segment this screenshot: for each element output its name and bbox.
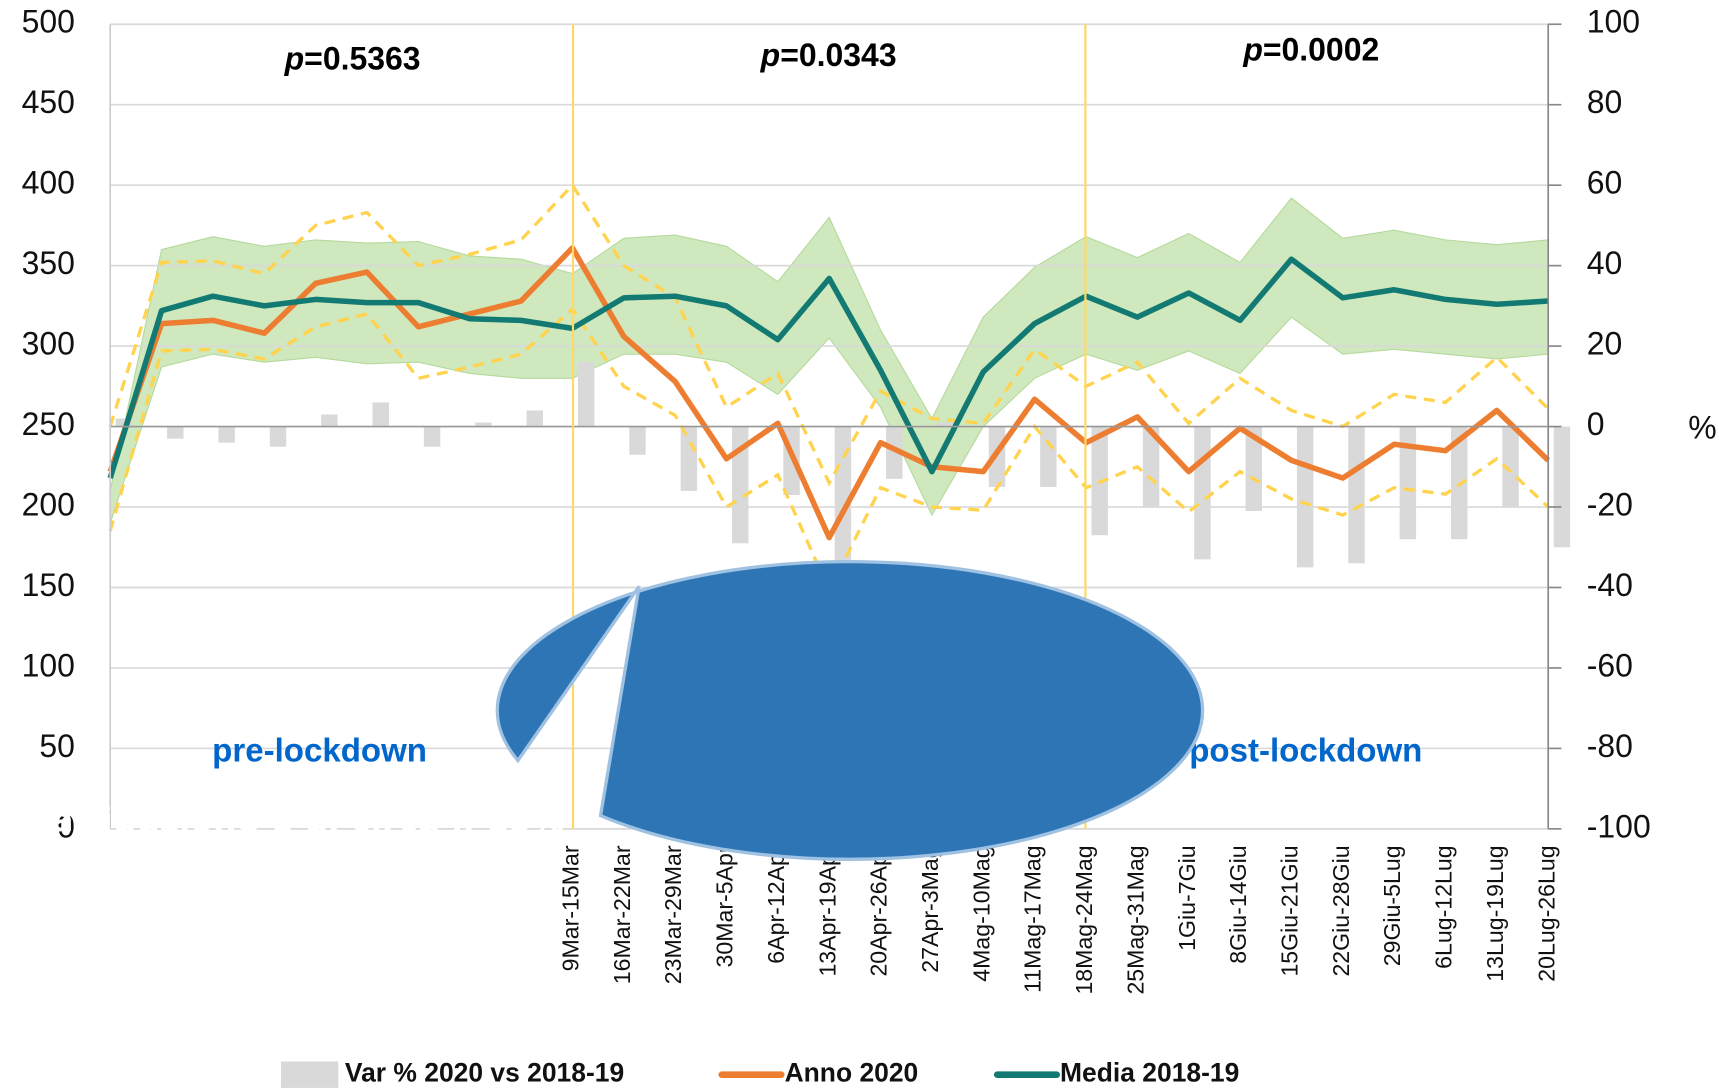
bar — [1142, 426, 1160, 508]
x-tick-label: 25Mag-31Mag — [1122, 845, 1148, 994]
y2-tick-label: -100 — [1587, 808, 1651, 844]
x-tick-label: 20Apr-26Apr — [866, 845, 892, 976]
x-tick-label: 11Mag-17Mag — [1020, 845, 1046, 992]
x-tick-label: 27Apr-3Mag — [917, 845, 943, 972]
y2-tick-label: -20 — [1587, 486, 1633, 522]
callout-bubble — [495, 560, 1205, 861]
bar — [680, 426, 698, 491]
y2-tick-label: 20 — [1587, 326, 1623, 362]
p-value-text: p=0.0002 — [1243, 33, 1380, 69]
legend-swatch — [280, 1061, 339, 1088]
x-tick-label: 20Lug-26Lug — [1533, 845, 1559, 981]
y-tick-label: 100 — [22, 647, 75, 683]
bar — [1502, 426, 1519, 508]
x-tick-label: 22Giu-28Giu — [1328, 845, 1354, 976]
x-tick-label: 8Giu-14Giu — [1225, 845, 1251, 963]
bound-line — [108, 182, 1550, 487]
y-tick-label: 400 — [22, 165, 75, 201]
y-tick-label: 150 — [22, 567, 75, 603]
bar — [167, 426, 184, 439]
y-tick-label: 350 — [22, 245, 75, 281]
bar — [526, 410, 543, 427]
bar — [1399, 426, 1417, 540]
phase-label: pre-lockdown — [212, 733, 427, 770]
bar — [731, 426, 749, 544]
bar — [475, 422, 492, 427]
p-value-text: p=0.0343 — [760, 38, 897, 74]
y-tick-label: 450 — [22, 84, 75, 120]
x-tick-label: 13Lug-19Lug — [1482, 845, 1508, 981]
bar — [1296, 426, 1314, 568]
bar — [577, 362, 595, 427]
bar — [1553, 426, 1571, 548]
x-tick-label: 30Mar-5Apr — [712, 845, 738, 967]
y2-tick-label: -80 — [1587, 728, 1633, 764]
bar — [937, 422, 954, 427]
y-tick-label: 200 — [22, 486, 75, 522]
legend-label: Var % 2020 vs 2018-19 — [345, 1058, 624, 1088]
bar — [1040, 426, 1057, 487]
callout-text: La riduzione è di circa il 15% medio nel… — [30, 801, 565, 993]
x-tick-label: 6Lug-12Lug — [1431, 845, 1457, 968]
x-tick-label: 13Apr-19Apr — [814, 845, 840, 976]
bar — [886, 426, 903, 479]
y2-tick-label: -40 — [1587, 567, 1633, 603]
y-tick-label: 500 — [22, 4, 75, 40]
series-line — [107, 245, 1551, 541]
p-value: p=0.5363 — [284, 41, 421, 78]
y-tick-label: 0 — [57, 808, 75, 844]
x-tick-label: 4Mag-10Mag — [968, 845, 994, 981]
x-tick-label: 15Giu-21Giu — [1277, 845, 1303, 976]
y2-axis-label: % — [1688, 409, 1716, 445]
bar — [1348, 426, 1365, 564]
callout: La riduzione è di circa il 15% medio nel… — [30, 801, 565, 993]
phase-label: post-lockdown — [1189, 733, 1422, 770]
x-tick-label: 23Mar-29Mar — [660, 845, 686, 984]
bar — [218, 426, 235, 443]
series-line — [107, 256, 1549, 479]
x-tick-label: 6Apr-12Apr — [763, 845, 789, 964]
y2-tick-label: -60 — [1587, 647, 1633, 683]
y2-tick-label: 80 — [1587, 84, 1623, 120]
y-tick-label: 250 — [22, 406, 75, 442]
bar — [629, 426, 646, 455]
x-tick-label: 1Giu-7Giu — [1174, 845, 1200, 950]
bar — [269, 426, 287, 447]
bar — [372, 402, 389, 427]
bar — [423, 426, 441, 447]
bar — [1194, 426, 1211, 560]
x-tick-label: 9Mar-15Mar — [558, 845, 584, 971]
bar — [115, 418, 133, 427]
bar — [321, 414, 338, 427]
p-value-text: p=0.5363 — [284, 41, 421, 78]
bar — [1245, 426, 1263, 512]
legend-label: Anno 2020 — [785, 1058, 919, 1088]
y-tick-label: 300 — [22, 326, 75, 362]
y2-tick-label: 40 — [1587, 245, 1623, 281]
y-tick-label: 50 — [39, 728, 75, 764]
legend-label: Media 2018-19 — [1060, 1058, 1239, 1088]
y2-tick-label: 0 — [1587, 406, 1605, 442]
y2-tick-label: 60 — [1587, 165, 1623, 201]
p-value: p=0.0343 — [760, 38, 897, 74]
x-tick-label: 29Giu-5Lug — [1379, 845, 1405, 966]
bound-line — [108, 306, 1550, 595]
p-value: p=0.0002 — [1243, 33, 1380, 69]
y2-tick-label: 100 — [1587, 4, 1640, 40]
x-tick-label: 16Mar-22Mar — [609, 845, 635, 984]
x-tick-label: 18Mag-24Mag — [1071, 845, 1097, 994]
